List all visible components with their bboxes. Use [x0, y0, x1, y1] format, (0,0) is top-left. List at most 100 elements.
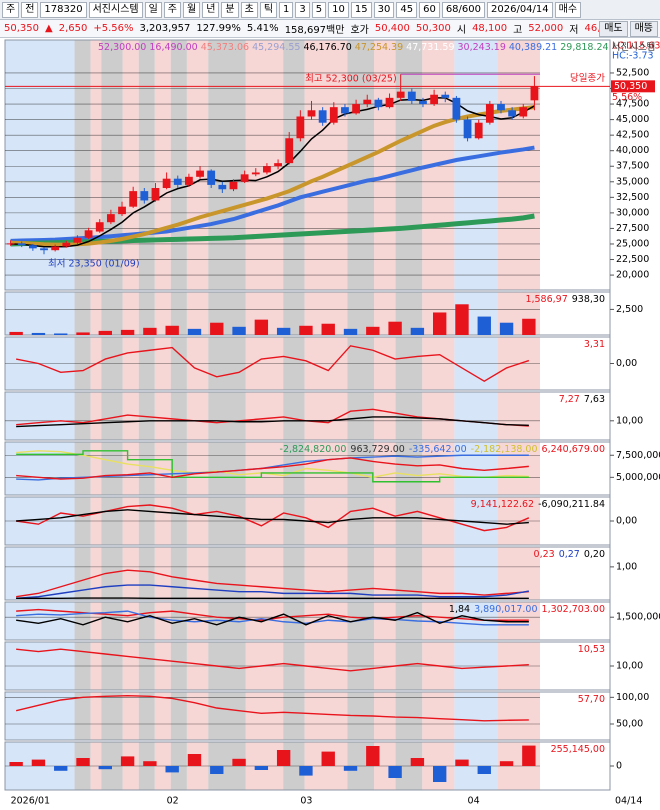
indicator-value: -6,090,211.84 [538, 499, 605, 510]
session-band [422, 442, 455, 495]
toolbar-button[interactable]: 틱 [259, 1, 278, 18]
toolbar: 주 전 178320 서진시스템 일 주 월 년 분 초 틱 1 3 5 10 15 30 45 60 68/600 2… [0, 0, 660, 20]
y-tick-label: 2,500 [616, 304, 643, 315]
order-button[interactable]: 매도 [599, 21, 628, 37]
session-band [170, 40, 187, 290]
session-band [374, 392, 396, 440]
session-band [154, 392, 171, 440]
toolbar-button[interactable]: 2026/04/14 [487, 1, 553, 18]
close-label: 당일종가 [570, 73, 605, 84]
toolbar-button[interactable]: 분 [221, 1, 239, 18]
indicator-values: 10,53 [578, 644, 605, 655]
toolbar-button[interactable]: 전 [21, 1, 39, 18]
session-band [454, 392, 498, 440]
candle-body [485, 104, 494, 123]
indicator-values: 255,145,00 [551, 744, 605, 755]
toolbar-button[interactable]: 10 [328, 1, 349, 18]
y-tick-label: 52,500 [616, 67, 649, 78]
y-tick-label: 25,000 [616, 238, 649, 249]
session-band [283, 392, 305, 440]
quote-field: 50,300 [415, 23, 451, 34]
session-band [90, 692, 102, 740]
indicator-bar [321, 751, 335, 766]
legend-entry: 16,490.00 [149, 42, 197, 53]
indicator-bar [388, 321, 402, 335]
candle-body [363, 99, 372, 105]
candle-body [207, 170, 216, 185]
candle-body [519, 107, 528, 117]
indicator-value: 10,53 [578, 644, 605, 655]
indicator-value: 255,145,00 [551, 744, 605, 755]
session-band [5, 292, 75, 335]
toolbar-button[interactable]: 3 [295, 1, 310, 18]
indicator-bar [477, 316, 491, 335]
session-band [283, 692, 305, 740]
y-tick-label: 7,500,000 [616, 450, 660, 461]
toolbar-button[interactable]: 주 [2, 1, 20, 18]
x-tick-label: 02 [167, 796, 179, 807]
toolbar-button[interactable]: 45 [396, 1, 418, 18]
candle-body [341, 107, 349, 114]
toolbar-button[interactable]: 1 [279, 1, 294, 18]
session-band [138, 442, 155, 495]
session-band [101, 40, 123, 290]
low-label: 최저 23,350 (01/09) [48, 259, 140, 270]
session-band [283, 547, 305, 600]
toolbar-button[interactable]: 매수 [554, 1, 582, 18]
session-band [283, 292, 305, 335]
session-band [186, 292, 209, 335]
candle-body [374, 99, 383, 108]
toolbar-button[interactable]: 서진시스템 [88, 1, 143, 18]
session-band [154, 602, 171, 640]
toolbar-button[interactable]: 일 [144, 1, 162, 18]
session-band [304, 40, 348, 290]
toolbar-button[interactable]: 15 [350, 1, 372, 18]
candle-body [218, 184, 227, 190]
quote-field: 시 [456, 25, 467, 36]
indicator-bar [232, 326, 246, 335]
toolbar-button[interactable]: 30 [373, 1, 395, 18]
session-band [138, 602, 155, 640]
y-tick-label: 0 [616, 761, 622, 772]
toolbar-button[interactable]: 년 [202, 1, 220, 18]
indicator-value: 6,240,679.00 [542, 444, 605, 455]
session-band [5, 392, 75, 440]
quote-field: ▲ [45, 23, 53, 34]
indicator-bar [232, 758, 246, 766]
y-tick-label: 50,00 [616, 719, 643, 730]
indicator-value: 938,30 [572, 294, 605, 305]
toolbar-button[interactable]: 초 [240, 1, 258, 18]
toolbar-button[interactable]: 주 [163, 1, 181, 18]
indicator-bar [143, 327, 157, 335]
y-tick-label: 47,500 [616, 99, 649, 110]
indicator-values: -2,824,820.00 963,729.00 -335,642.00 -2,182… [280, 444, 605, 455]
toolbar-button[interactable]: 5 [311, 1, 327, 18]
candle-body [196, 170, 204, 177]
order-button[interactable]: 매뜽 [629, 21, 658, 37]
candle-body [296, 116, 305, 139]
indicator-value: -335,642.00 [409, 444, 467, 455]
candle-body [129, 191, 138, 207]
candle-body [40, 248, 48, 251]
session-band [122, 547, 139, 600]
toolbar-button[interactable]: 60 [419, 1, 440, 18]
candle-body [173, 178, 182, 185]
indicator-bar [210, 766, 224, 774]
toolbar-button[interactable]: 68/600 [441, 1, 485, 18]
session-band [454, 692, 498, 740]
y-tick-label: 40,000 [616, 145, 649, 156]
toolbar-button[interactable]: 월 [183, 1, 201, 18]
indicator-bar [433, 766, 447, 782]
session-band [170, 442, 187, 495]
session-band [374, 602, 396, 640]
session-band [208, 392, 246, 440]
legend: 52,300.00 16,490.00 45,373.06 45,294.55 46,1… [98, 41, 655, 53]
indicator-bar [499, 761, 514, 766]
indicator-value: 1,586,97 [525, 294, 567, 305]
y-tick-label: 0,00 [616, 358, 637, 369]
session-band [101, 442, 123, 495]
session-band [90, 547, 102, 600]
toolbar-button[interactable]: 178320 [40, 1, 87, 18]
